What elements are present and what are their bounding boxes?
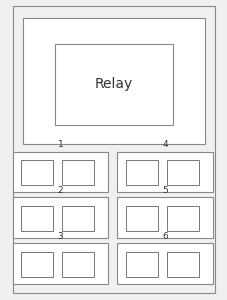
Text: 5: 5 bbox=[162, 186, 168, 195]
Bar bbox=[126, 160, 157, 185]
Bar bbox=[21, 160, 52, 185]
Bar bbox=[21, 206, 52, 231]
Bar bbox=[12, 6, 215, 292]
Bar bbox=[166, 206, 198, 231]
Bar bbox=[62, 206, 94, 231]
Bar bbox=[54, 44, 173, 124]
Text: 1: 1 bbox=[57, 140, 63, 149]
Bar bbox=[23, 18, 204, 144]
Bar bbox=[62, 252, 94, 277]
Text: 3: 3 bbox=[57, 232, 63, 241]
Bar bbox=[62, 160, 94, 185]
Bar bbox=[12, 152, 108, 192]
Bar bbox=[12, 243, 108, 284]
Bar bbox=[21, 252, 52, 277]
Bar bbox=[12, 197, 108, 238]
Bar bbox=[166, 252, 198, 277]
Bar bbox=[126, 206, 157, 231]
Text: 4: 4 bbox=[162, 140, 167, 149]
Bar bbox=[126, 252, 157, 277]
Text: 2: 2 bbox=[57, 186, 63, 195]
Text: 6: 6 bbox=[162, 232, 168, 241]
Bar bbox=[117, 152, 212, 192]
Bar bbox=[166, 160, 198, 185]
Bar bbox=[117, 197, 212, 238]
Bar bbox=[117, 243, 212, 284]
Text: Relay: Relay bbox=[94, 77, 133, 91]
